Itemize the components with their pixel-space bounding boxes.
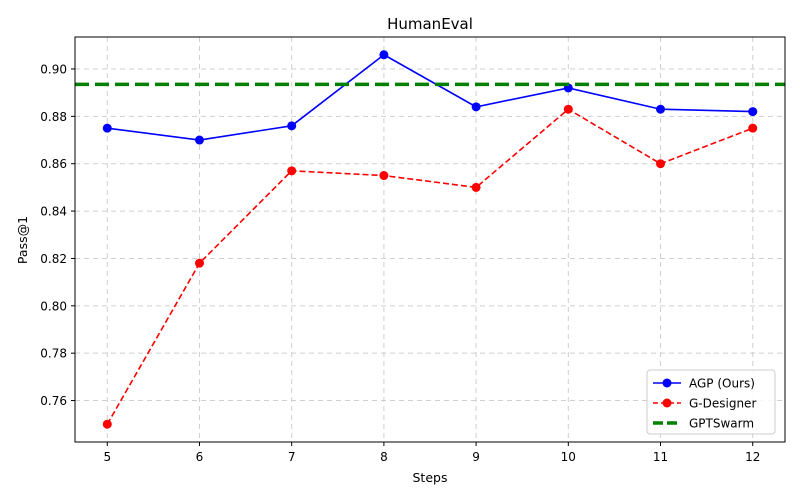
legend-marker-g-designer [662,398,672,408]
plot-frame [74,36,786,443]
x-tick-label: 10 [561,450,576,464]
x-axis-label: Steps [413,470,448,485]
y-axis-label: Pass@1 [15,216,30,264]
x-tick-label: 11 [653,450,668,464]
legend-marker-agp-ours [662,378,672,388]
data-point-g-designer [471,182,481,192]
legend-box [646,369,776,435]
data-point-g-designer [194,258,204,268]
series-layer [75,50,785,429]
y-tick-label: 0.86 [40,157,67,171]
x-tick-label: 5 [103,450,111,464]
y-tick-label: 0.84 [40,205,67,219]
x-tick-label: 12 [745,450,760,464]
y-tick-label: 0.82 [40,252,67,266]
data-point-agp-ours [656,104,666,114]
data-point-agp-ours [194,135,204,145]
data-point-agp-ours [471,102,481,112]
y-tick-label: 0.78 [40,347,67,361]
series-line-g-designer [106,108,754,425]
x-tick-label: 8 [380,450,388,464]
data-point-g-designer [656,159,666,169]
axis-ticks: 5 6 7 8 9 10 11 12 0.76 0.78 0.80 0.82 0.84 0.86 0.88 0… [40,62,760,464]
data-point-agp-ours [287,121,297,131]
legend-label-g-designer: G-Designer [689,397,756,411]
data-point-agp-ours [102,123,112,133]
x-tick-label: 9 [472,450,480,464]
y-tick-label: 0.76 [40,394,67,408]
y-tick-label: 0.80 [40,299,67,313]
data-point-g-designer [287,166,297,176]
legend-label-gptswarm: GPTSwarm [689,417,754,431]
data-point-g-designer [748,123,758,133]
data-point-agp-ours [379,50,389,60]
data-point-g-designer [379,171,389,181]
data-point-g-designer [102,419,112,429]
legend: AGP (Ours) G-Designer GPTSwarm [646,369,776,435]
data-point-g-designer [563,104,573,114]
legend-label-agp-ours: AGP (Ours) [689,377,755,391]
data-point-agp-ours [748,107,758,117]
x-tick-label: 7 [288,450,296,464]
grid-lines [75,37,785,442]
series-line-agp-ours [107,53,753,141]
y-tick-label: 0.90 [40,62,67,76]
x-tick-label: 6 [196,450,204,464]
chart-title: HumanEval [387,15,473,33]
y-tick-label: 0.88 [40,110,67,124]
